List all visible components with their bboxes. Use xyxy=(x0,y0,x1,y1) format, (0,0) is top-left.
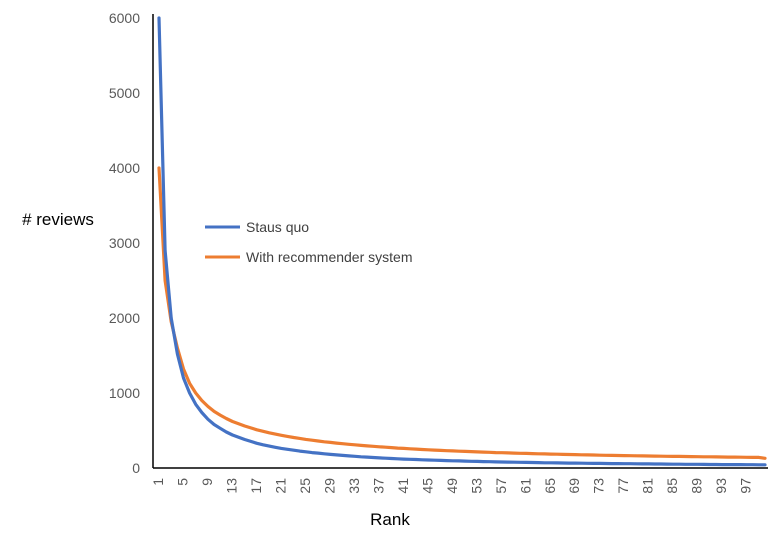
x-tick-label: 13 xyxy=(223,478,239,494)
y-axis-title: # reviews xyxy=(22,210,94,229)
y-tick-label: 3000 xyxy=(109,235,140,251)
y-tick-label: 6000 xyxy=(109,10,140,26)
x-tick-label: 69 xyxy=(566,478,582,494)
x-axis-title: Rank xyxy=(370,510,410,529)
y-tick-label: 4000 xyxy=(109,160,140,176)
x-tick-label: 61 xyxy=(517,478,533,494)
x-tick-label: 97 xyxy=(738,478,754,494)
y-tick-label: 5000 xyxy=(109,85,140,101)
legend-label: Staus quo xyxy=(246,219,309,235)
series-line-staus-quo xyxy=(157,16,767,467)
x-tick-label: 37 xyxy=(370,478,386,494)
series-line-with-recommender-system xyxy=(157,166,767,460)
x-tick-label: 5 xyxy=(174,478,190,486)
legend-label: With recommender system xyxy=(246,249,412,265)
x-tick-label: 77 xyxy=(615,478,631,494)
x-tick-label: 29 xyxy=(321,478,337,494)
x-tick-label: 89 xyxy=(689,478,705,494)
x-tick-label: 53 xyxy=(468,478,484,494)
x-tick-label: 93 xyxy=(713,478,729,494)
y-tick-label: 1000 xyxy=(109,385,140,401)
x-tick-label: 33 xyxy=(346,478,362,494)
x-tick-label: 65 xyxy=(542,478,558,494)
x-tick-label: 85 xyxy=(664,478,680,494)
x-tick-label: 57 xyxy=(493,478,509,494)
x-tick-label: 17 xyxy=(248,478,264,494)
x-tick-label: 45 xyxy=(419,478,435,494)
x-tick-label: 25 xyxy=(297,478,313,494)
x-tick-label: 9 xyxy=(199,478,215,486)
x-tick-label: 73 xyxy=(591,478,607,494)
x-tick-label: 49 xyxy=(444,478,460,494)
x-axis-ticks: 1 5 9 13 17 21 25 29 33 37 41 45 49 53 57 61 65 69 73 77 81 8… xyxy=(150,478,754,494)
x-tick-label: 81 xyxy=(640,478,656,494)
y-tick-label: 0 xyxy=(132,460,140,476)
x-tick-label: 21 xyxy=(272,478,288,494)
series-layer xyxy=(157,16,767,467)
y-tick-label: 2000 xyxy=(109,310,140,326)
x-tick-label: 1 xyxy=(150,478,166,486)
x-tick-label: 41 xyxy=(395,478,411,494)
y-axis-ticks: 0 1000 2000 3000 4000 5000 6000 xyxy=(109,10,140,476)
legend: Staus quo With recommender system xyxy=(205,219,412,265)
